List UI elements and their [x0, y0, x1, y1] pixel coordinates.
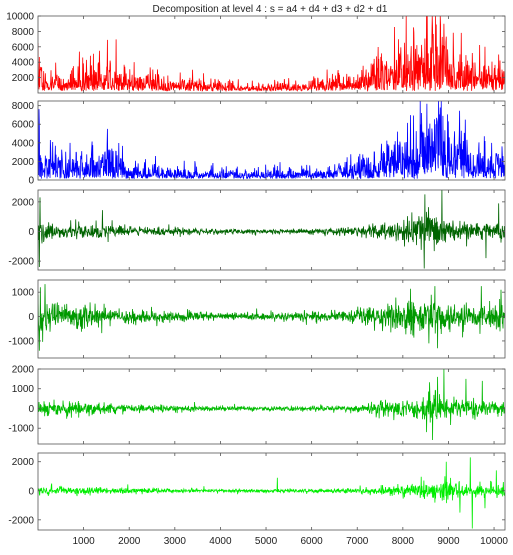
- y-tick-label: 2000: [12, 365, 35, 376]
- y-tick-label: -1000: [8, 336, 34, 347]
- y-tick-label: 1000: [12, 288, 35, 299]
- panel-2: 0 2000 4000 6000 8000: [12, 100, 506, 187]
- series-line-3: [38, 190, 505, 269]
- panel-frame-3: [37, 189, 506, 271]
- panel-frame-1: [37, 15, 506, 94]
- series-line-2: [38, 101, 505, 180]
- x-axis: 1000 2000 3000 4000 5000 6000 7000 8000 9000 1000…: [72, 536, 508, 547]
- y-tick-label: 2000: [12, 197, 35, 208]
- panel-5: -1000 0 1000 2000: [8, 365, 506, 445]
- y-tick-label: -2000: [8, 515, 34, 526]
- x-tick-label: 6000: [301, 536, 324, 547]
- x-tick-label: 4000: [209, 536, 232, 547]
- y-tick-label: 0: [28, 227, 34, 238]
- y-tick-label: 4000: [12, 138, 35, 149]
- panel-3: -2000 0 2000: [8, 189, 506, 271]
- y-tick-label: 2000: [12, 457, 35, 468]
- x-tick-label: 10000: [480, 536, 508, 547]
- panel-6: -2000 0 2000: [8, 452, 506, 531]
- y-tick-label: -1000: [8, 424, 34, 435]
- panel-frame-5: [37, 368, 506, 445]
- y-tick-label: 6000: [12, 42, 35, 53]
- x-tick-label: 3000: [164, 536, 187, 547]
- series-line-1: [38, 16, 505, 92]
- y-tick-label: 0: [28, 404, 34, 415]
- panel-frame-2: [37, 100, 506, 181]
- y-tick-label: 6000: [12, 120, 35, 131]
- y-tick-label: 1000: [12, 384, 35, 395]
- y-tick-label: 8000: [12, 27, 35, 38]
- x-tick-label: 2000: [118, 536, 141, 547]
- y-tick-label: 2000: [12, 73, 35, 84]
- y-tick-label: 4000: [12, 58, 35, 69]
- panel-frame-6: [37, 452, 506, 531]
- panel-frame-4: [37, 279, 506, 359]
- y-tick-label: 10000: [6, 12, 34, 23]
- panels-layer: 20004000600080001000002000400060008000-2…: [6, 12, 506, 531]
- x-tick-label: 9000: [437, 536, 460, 547]
- panel-4: -1000 0 1000: [8, 279, 506, 359]
- y-tick-label: 0: [28, 176, 34, 187]
- series-line-6: [38, 457, 505, 529]
- chart-title: Decomposition at level 4 : s = a4 + d4 +…: [153, 4, 388, 15]
- series-line-4: [38, 284, 505, 351]
- y-tick-label: 0: [28, 312, 34, 323]
- y-tick-label: 2000: [12, 157, 35, 168]
- y-tick-label: 8000: [12, 101, 35, 112]
- series-line-5: [38, 369, 505, 441]
- panel-1: 2000 4000 6000 8000 10000: [6, 12, 506, 94]
- x-tick-label: 1000: [72, 536, 95, 547]
- x-tick-label: 7000: [346, 536, 369, 547]
- x-tick-label: 5000: [255, 536, 278, 547]
- y-tick-label: 0: [28, 486, 34, 497]
- y-tick-label: -2000: [8, 257, 34, 268]
- x-tick-label: 8000: [392, 536, 415, 547]
